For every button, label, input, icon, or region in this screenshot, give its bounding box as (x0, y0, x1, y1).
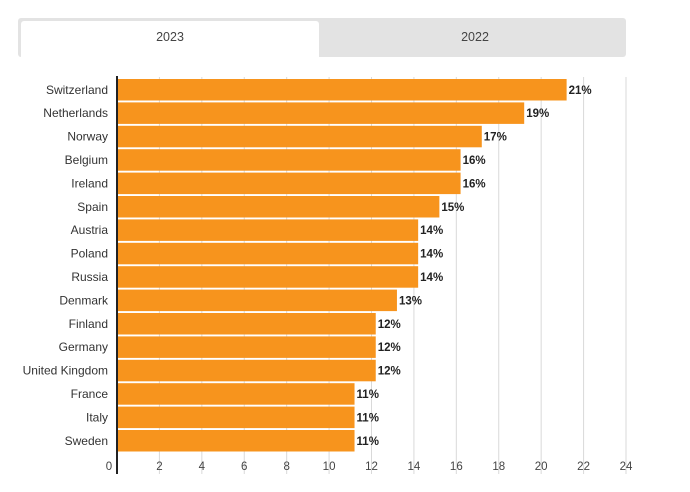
category-label: United Kingdom (23, 364, 108, 378)
x-tick-label: 24 (620, 461, 633, 473)
category-label: Belgium (65, 153, 108, 167)
bars (116, 76, 567, 474)
x-tick-label: 2 (156, 461, 162, 473)
x-tick-label: 18 (492, 461, 505, 473)
year-tab-bar: 2023 2022 (18, 18, 626, 57)
category-label: Sweden (65, 434, 108, 448)
bar (117, 172, 461, 195)
category-label: Ireland (71, 176, 108, 190)
category-label: Norway (67, 130, 108, 144)
category-label: Germany (59, 340, 108, 354)
data-label: 16% (463, 155, 486, 167)
bar (117, 266, 419, 288)
x-tick-label: 0 (106, 461, 112, 473)
bar (117, 149, 461, 171)
x-tick-label: 14 (408, 461, 421, 473)
x-tick-label: 4 (199, 461, 206, 473)
bar (117, 313, 376, 335)
data-label: 11% (357, 389, 379, 401)
data-label: 13% (399, 295, 422, 307)
x-tick-label: 22 (577, 461, 590, 473)
data-label: 11% (357, 412, 379, 424)
bar (117, 125, 482, 148)
x-tick-label: 16 (450, 461, 463, 473)
category-label: Denmark (59, 293, 109, 307)
bar (117, 359, 376, 382)
bar (117, 430, 355, 452)
data-label: 14% (420, 225, 443, 237)
data-label: 16% (463, 178, 486, 190)
bar (117, 79, 567, 101)
tab-2022[interactable]: 2022 (461, 30, 489, 44)
data-label: 12% (378, 366, 401, 378)
bar (117, 219, 419, 241)
category-label: Netherlands (43, 106, 108, 120)
category-label: Austria (71, 223, 109, 237)
category-label: France (71, 387, 109, 401)
data-label: 19% (526, 108, 549, 120)
data-label: 12% (378, 319, 401, 331)
data-label: 17% (484, 132, 507, 144)
bar (117, 383, 355, 405)
data-label: 12% (378, 342, 401, 354)
data-label: 14% (420, 249, 443, 261)
x-tick-label: 8 (283, 461, 289, 473)
category-label: Russia (71, 270, 108, 284)
category-label: Poland (71, 247, 108, 261)
category-label: Spain (77, 200, 108, 214)
x-tick-label: 12 (365, 461, 378, 473)
data-label: 21% (569, 85, 592, 97)
data-label: 11% (357, 436, 379, 448)
x-tick-label: 6 (241, 461, 247, 473)
data-label: 14% (420, 272, 443, 284)
x-tick-label: 20 (535, 461, 548, 473)
category-label: Switzerland (46, 83, 108, 97)
category-label: Finland (69, 317, 108, 331)
tab-2023[interactable]: 2023 (21, 21, 319, 57)
category-label: Italy (86, 410, 108, 424)
bar (117, 102, 525, 124)
bar (117, 242, 419, 265)
bar (117, 336, 376, 358)
data-label: 15% (441, 202, 464, 214)
bar (117, 406, 355, 429)
x-tick-label: 10 (323, 461, 336, 473)
bar (117, 289, 397, 312)
bar (117, 196, 440, 218)
